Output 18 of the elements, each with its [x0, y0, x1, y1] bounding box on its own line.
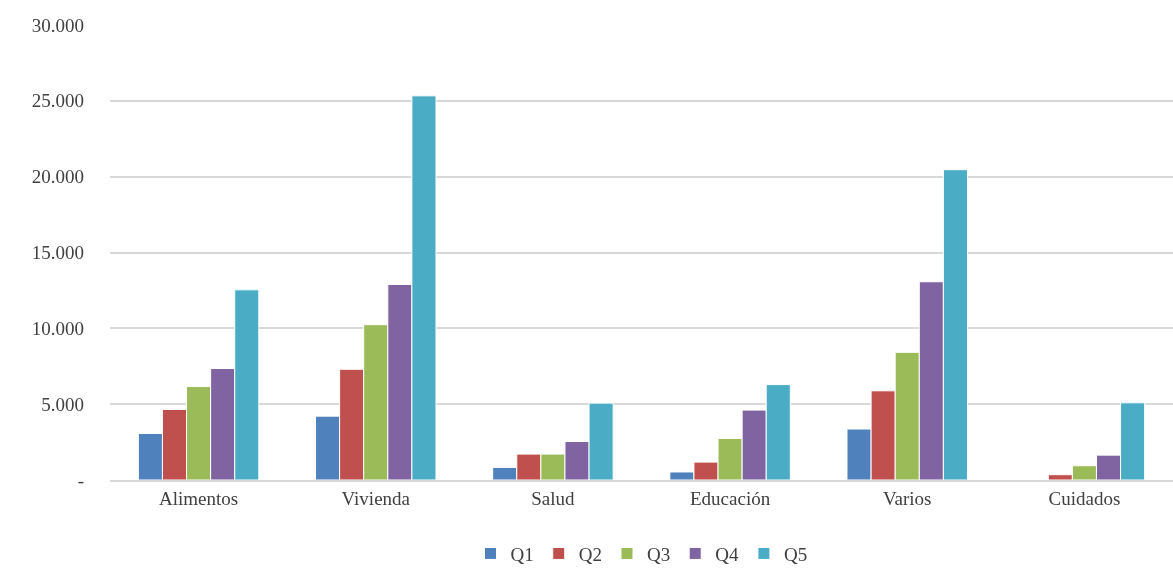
legend-label: Q1: [510, 543, 534, 565]
x-tick-label: Cuidados: [1048, 487, 1121, 509]
x-tick-label: Educación: [689, 487, 771, 509]
legend-label: Q2: [578, 543, 602, 565]
x-tick-label: Varios: [882, 487, 932, 509]
legend-label: Q3: [646, 543, 671, 565]
y-tick-label: 25.000: [31, 90, 84, 112]
x-tick-label: Alimentos: [158, 487, 239, 509]
legend-label: Q5: [783, 543, 808, 565]
y-tick-label: -: [77, 469, 84, 491]
y-tick-label: 15.000: [31, 242, 84, 264]
x-tick-label: Vivienda: [341, 487, 411, 509]
y-tick-label: 30.000: [31, 14, 84, 36]
y-tick-label: 20.000: [31, 166, 84, 188]
legend-label: Q4: [715, 543, 739, 565]
y-tick-label: 5.000: [41, 393, 84, 415]
y-tick-label: 10.000: [31, 317, 84, 339]
x-tick-label: Salud: [531, 487, 576, 509]
